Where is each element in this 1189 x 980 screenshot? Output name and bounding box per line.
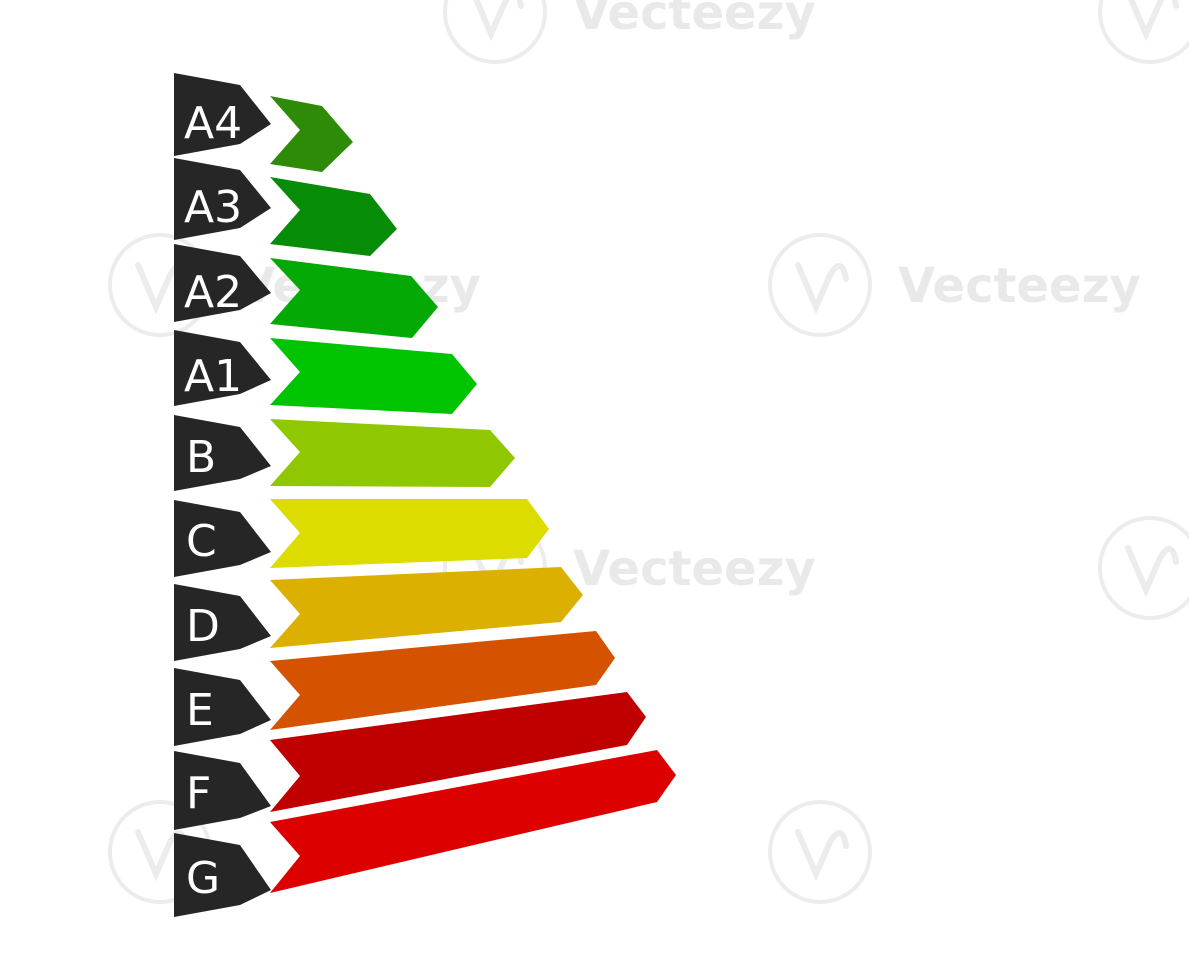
energy-class-label: A1: [184, 351, 242, 402]
energy-class-label: E: [186, 685, 214, 736]
energy-arrows: [270, 96, 676, 893]
energy-class-arrow: [270, 750, 676, 893]
energy-class-tag: [174, 751, 271, 830]
energy-class-label: C: [186, 516, 217, 567]
energy-class-tag: [174, 833, 271, 917]
energy-class-tag: [174, 584, 271, 661]
energy-class-label: A4: [184, 98, 242, 149]
energy-class-arrow: [270, 96, 353, 172]
svg-text:Vecteezy: Vecteezy: [573, 0, 816, 41]
energy-class-arrow: [270, 499, 549, 568]
energy-class-label: A2: [184, 267, 242, 318]
energy-class-tag: [174, 330, 271, 406]
energy-class-label: G: [186, 853, 220, 904]
watermark-mark: [1098, 0, 1189, 64]
energy-class-arrow: [270, 258, 438, 338]
energy-class-tag: [174, 73, 271, 156]
energy-class-label: D: [186, 601, 220, 652]
watermark-layer: VecteezyVecteezyVecteezyVecteezy: [108, 0, 1189, 904]
energy-class-tag: [174, 415, 271, 491]
energy-class-arrow: [270, 177, 397, 256]
watermark-mark: Vecteezy: [768, 233, 1141, 337]
energy-class-arrow: [270, 419, 515, 487]
svg-text:Vecteezy: Vecteezy: [573, 541, 816, 597]
svg-text:Vecteezy: Vecteezy: [898, 258, 1141, 314]
energy-class-label: B: [186, 432, 216, 483]
energy-class-label: A3: [184, 182, 242, 233]
energy-class-tag: [174, 244, 271, 322]
energy-class-tag: [174, 668, 271, 746]
watermark-mark: [1098, 516, 1189, 620]
watermark-mark: [768, 800, 872, 904]
energy-class-arrow: [270, 631, 615, 730]
energy-class-arrow: [270, 338, 477, 414]
energy-class-tag: [174, 158, 271, 240]
energy-class-tag: [174, 500, 271, 577]
energy-class-arrow: [270, 567, 583, 648]
watermark-mark: Vecteezy: [443, 0, 816, 64]
energy-class-label: F: [186, 768, 211, 819]
energy-class-arrow: [270, 692, 646, 812]
